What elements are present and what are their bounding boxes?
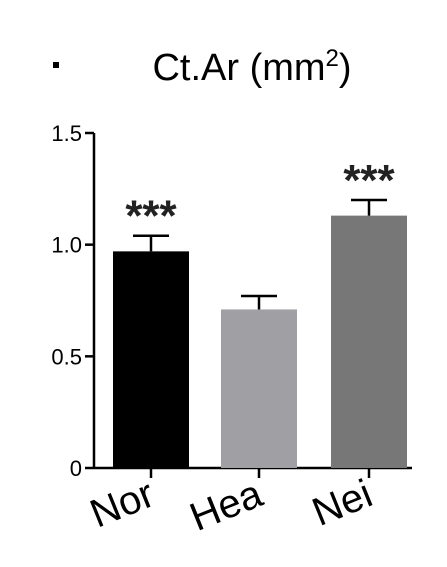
y-ticks: 0 0.5 1.0 1.5 <box>51 121 94 481</box>
x-tick-label: Nei <box>306 472 378 535</box>
title-superscript: 2 <box>326 45 339 72</box>
y-tick-label: 1.0 <box>51 233 82 258</box>
y-tick-label: 0 <box>70 456 82 481</box>
x-tick-label: Nor <box>84 472 160 537</box>
title-suffix: ) <box>339 47 352 89</box>
significance-label: *** <box>125 192 177 241</box>
bar-hea <box>221 309 297 468</box>
bar-nor <box>113 251 189 468</box>
bars-group: *** *** <box>113 156 407 468</box>
bar-nei <box>331 215 407 468</box>
y-tick-label: 1.5 <box>51 121 82 146</box>
chart-title: Ct.Ar (mm2) <box>152 45 351 89</box>
y-tick-label: 0.5 <box>51 344 82 369</box>
x-ticks: Nor Hea Nei <box>84 468 378 540</box>
corner-dot <box>53 62 59 68</box>
significance-label: *** <box>343 156 395 205</box>
title-text: Ct.Ar (mm <box>152 47 325 89</box>
x-tick-label: Hea <box>184 471 269 540</box>
